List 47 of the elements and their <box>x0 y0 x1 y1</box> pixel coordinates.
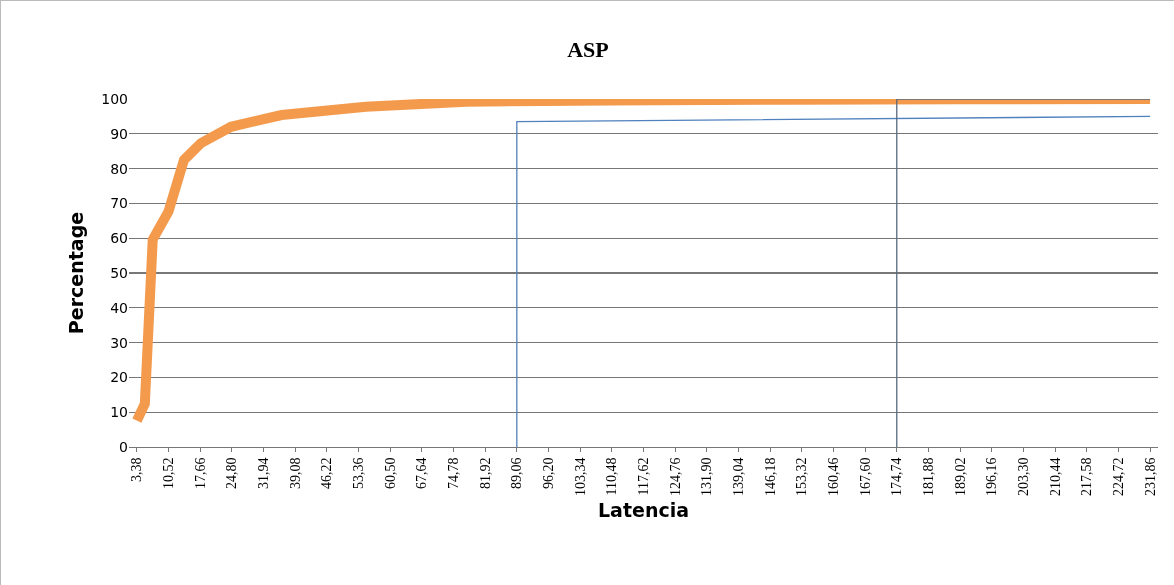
x-tick-label: 153,32 <box>794 457 810 497</box>
x-tick-label: 217,58 <box>1079 457 1095 497</box>
x-tick-label: 210,44 <box>1047 457 1063 497</box>
x-tick-label: 89,06 <box>509 457 525 490</box>
x-tick-label: 17,66 <box>192 457 208 490</box>
x-tick-label: 67,64 <box>414 457 430 490</box>
x-tick-label: 31,94 <box>256 457 272 490</box>
x-tick-label: 103,34 <box>572 457 588 497</box>
x-tick-label: 53,36 <box>351 457 367 490</box>
x-tick-label: 146,18 <box>762 457 778 497</box>
y-tick-label: 0 <box>119 438 128 455</box>
x-tick-label: 203,30 <box>1015 457 1031 497</box>
x-tick-label: 60,50 <box>382 457 398 490</box>
x-tick-label: 174,74 <box>889 457 905 497</box>
x-tick-label: 181,88 <box>920 457 936 497</box>
x-tick-label: 46,22 <box>319 457 335 490</box>
x-tick-label: 196,16 <box>984 457 1000 497</box>
x-tick-label: 224,72 <box>1110 457 1126 497</box>
x-axis-title: Latencia <box>597 498 690 521</box>
y-tick-label: 70 <box>110 195 128 212</box>
y-axis-title: Percentage <box>65 211 88 335</box>
chart-title: ASP <box>567 37 609 63</box>
x-tick-label: 139,04 <box>731 457 747 497</box>
x-tick-label: 39,08 <box>287 457 303 490</box>
y-tick-label: 40 <box>110 299 128 316</box>
x-tick-label: 3,38 <box>129 457 145 483</box>
y-tick-label: 30 <box>110 334 128 351</box>
x-tick-label: 189,02 <box>952 457 968 497</box>
x-tick-label: 110,48 <box>604 457 620 496</box>
x-tick-label: 124,76 <box>667 457 683 497</box>
x-tick-label: 81,92 <box>477 457 493 490</box>
x-tick-label: 96,20 <box>541 457 557 490</box>
x-tick-label: 167,60 <box>857 457 873 497</box>
x-tick-label: 74,78 <box>446 457 462 490</box>
y-tick-label: 80 <box>110 160 128 177</box>
y-tick-label: 50 <box>110 264 128 281</box>
x-tick-label: 24,80 <box>224 457 240 490</box>
y-tick-label: 10 <box>110 404 128 421</box>
x-tick-label: 131,90 <box>699 457 715 497</box>
x-tick-label: 160,46 <box>826 457 841 497</box>
y-tick-label: 20 <box>110 369 128 386</box>
y-tick-label: 90 <box>110 125 128 142</box>
y-tick-label: 60 <box>110 230 128 247</box>
x-tick-label: 231,86 <box>1142 457 1158 497</box>
x-tick-label: 10,52 <box>161 457 177 490</box>
x-tick-label: 117,62 <box>636 457 652 496</box>
y-tick-label: 100 <box>101 90 128 107</box>
